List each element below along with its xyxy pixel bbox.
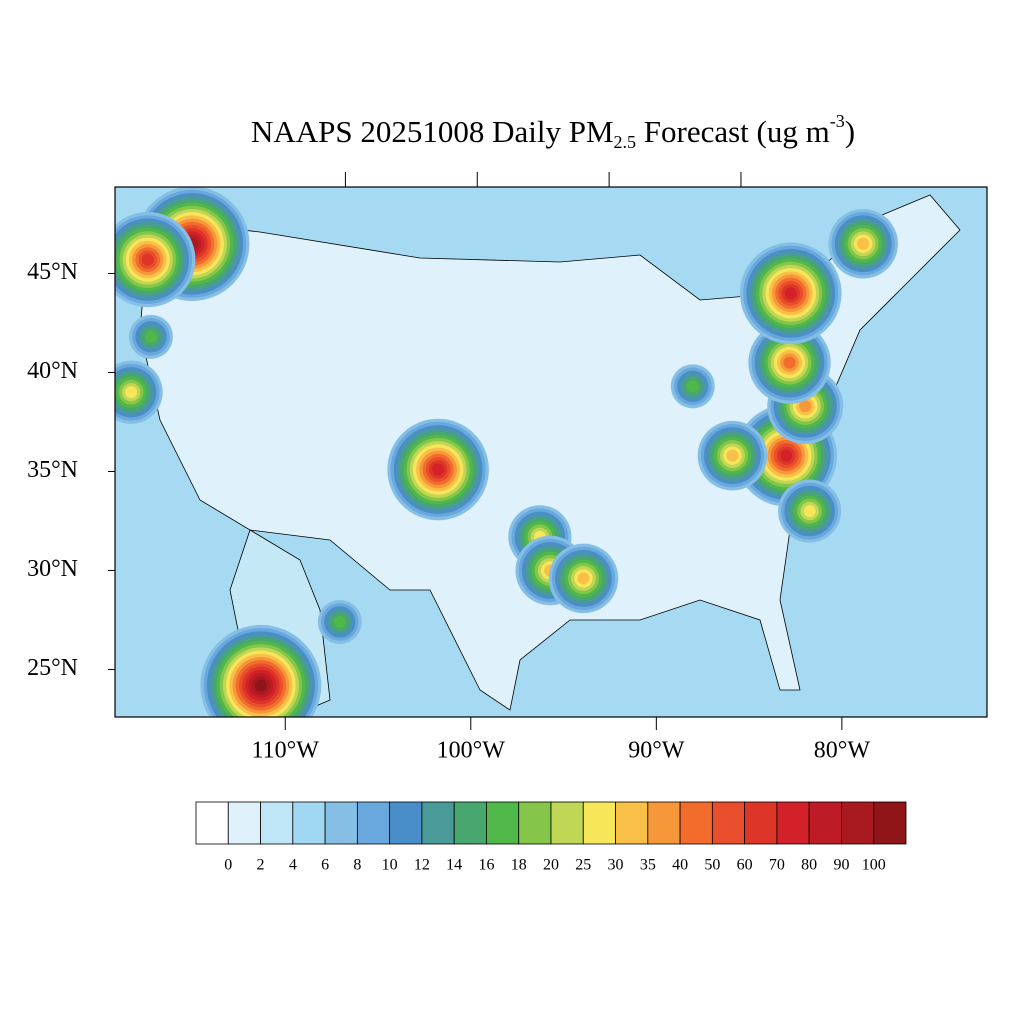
colorbar-label: 8 bbox=[353, 857, 361, 874]
colorbar-label: 40 bbox=[672, 857, 688, 874]
plume-peak bbox=[803, 505, 816, 518]
colorbar-box bbox=[260, 801, 294, 845]
colorbar-box bbox=[195, 801, 229, 845]
colorbar-label: 100 bbox=[862, 857, 886, 874]
plume-peak bbox=[144, 330, 157, 343]
lon-label: 110°W bbox=[252, 738, 320, 764]
colorbar-box bbox=[582, 801, 616, 845]
map bbox=[115, 187, 987, 717]
colorbar-label: 90 bbox=[833, 857, 849, 874]
colorbar-box bbox=[518, 801, 552, 845]
colorbar-label: 10 bbox=[382, 857, 398, 874]
plume-peak bbox=[686, 380, 699, 393]
colorbar-box bbox=[453, 801, 487, 845]
colorbar-label: 4 bbox=[289, 857, 297, 874]
colorbar-box bbox=[615, 801, 649, 845]
colorbar-box bbox=[292, 801, 326, 845]
title-main: NAAPS 20251008 Daily PM bbox=[251, 114, 614, 149]
colorbar-box bbox=[389, 801, 423, 845]
colorbar: 0 2 4 6 8 10 12 14 16 18 20 25 30 35 40 50 60 70 80 90 100 bbox=[195, 801, 907, 874]
lat-label: 30°N bbox=[27, 556, 78, 582]
plume-peak bbox=[780, 449, 793, 462]
colorbar-box bbox=[356, 801, 391, 845]
plume-peak bbox=[784, 287, 797, 300]
title: NAAPS 20251008 Daily PM2.5 Forecast (ug … bbox=[251, 111, 855, 152]
colorbar-box bbox=[841, 801, 875, 845]
plume-peak bbox=[333, 615, 346, 628]
lat-label: 45°N bbox=[27, 259, 78, 285]
colorbar-box bbox=[744, 801, 778, 845]
lon-label: 90°W bbox=[628, 738, 685, 764]
axes: 45°N 40°N 35°N 30°N 25°N 110°W 100°W 90°W 80°W bbox=[27, 172, 870, 764]
colorbar-label: 60 bbox=[737, 857, 753, 874]
colorbar-box bbox=[227, 801, 261, 845]
plume-peak bbox=[857, 237, 870, 250]
colorbar-box bbox=[776, 801, 810, 845]
colorbar-label: 2 bbox=[257, 857, 265, 874]
colorbar-label: 6 bbox=[321, 857, 329, 874]
plume-peak bbox=[141, 253, 154, 266]
colorbar-label: 80 bbox=[801, 857, 817, 874]
plume-peak bbox=[125, 386, 138, 399]
frame bbox=[114, 186, 988, 718]
title-mid: Forecast (ug m bbox=[636, 114, 830, 149]
colorbar-label: 18 bbox=[511, 857, 527, 874]
lat-label: 40°N bbox=[27, 358, 78, 384]
colorbar-label: 50 bbox=[704, 857, 720, 874]
colorbar-label: 0 bbox=[224, 857, 232, 874]
colorbar-box bbox=[324, 801, 358, 845]
colorbar-label: 20 bbox=[543, 857, 559, 874]
colorbar-label: 30 bbox=[608, 857, 624, 874]
colorbar-label: 14 bbox=[446, 857, 462, 874]
colorbar-label: 25 bbox=[575, 857, 591, 874]
title-end: ) bbox=[845, 114, 855, 149]
hotspots bbox=[115, 187, 898, 717]
plume-peak bbox=[799, 400, 812, 413]
lat-label: 25°N bbox=[27, 655, 78, 681]
plume-peak bbox=[726, 449, 739, 462]
lat-label: 35°N bbox=[27, 457, 78, 483]
colorbar-box bbox=[808, 801, 842, 845]
colorbar-box bbox=[679, 801, 713, 845]
colorbar-box bbox=[647, 801, 681, 845]
plume-peak bbox=[432, 463, 445, 476]
title-sub: 2.5 bbox=[614, 132, 637, 152]
plume-peak bbox=[577, 572, 590, 585]
colorbar-label: 16 bbox=[478, 857, 494, 874]
lon-label: 100°W bbox=[437, 738, 506, 764]
colorbar-box bbox=[421, 801, 455, 845]
colorbar-label: 12 bbox=[414, 857, 430, 874]
title-sup: -3 bbox=[830, 111, 845, 131]
colorbar-box bbox=[873, 801, 907, 845]
colorbar-label: 35 bbox=[640, 857, 656, 874]
colorbar-box bbox=[486, 801, 520, 845]
colorbar-box bbox=[711, 801, 746, 845]
plume-peak bbox=[783, 356, 796, 369]
lon-label: 80°W bbox=[814, 738, 871, 764]
colorbar-label: 70 bbox=[769, 857, 785, 874]
colorbar-box bbox=[550, 801, 584, 845]
plume-peak bbox=[254, 679, 267, 692]
